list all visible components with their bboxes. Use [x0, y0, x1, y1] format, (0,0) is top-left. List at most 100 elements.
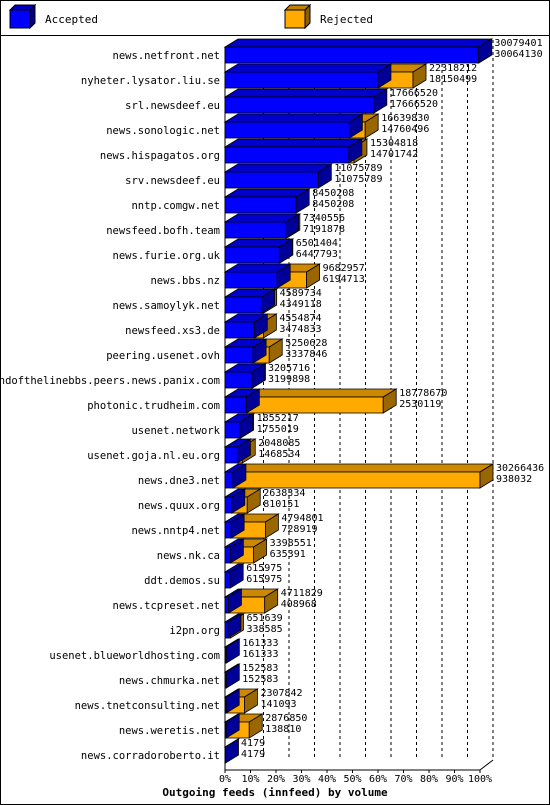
- row-label: news.netfront.net: [113, 50, 220, 62]
- bar-row: [223, 38, 494, 64]
- bar-row: [223, 113, 380, 139]
- bar-rejected: [231, 463, 495, 489]
- value-accepted: 14701742: [370, 149, 418, 160]
- bar-accepted: [223, 338, 268, 364]
- x-tick-label: 70%: [394, 774, 412, 785]
- row-label: peering.usenet.ovh: [106, 350, 220, 362]
- row-label: news.tcpreset.net: [113, 600, 220, 612]
- value-accepted: 17666520: [390, 99, 438, 110]
- value-total: 3398551: [270, 538, 312, 549]
- value-total: 2307842: [260, 688, 302, 699]
- bar-row: [223, 713, 264, 739]
- bar-accepted: [223, 388, 261, 414]
- legend-swatch: [9, 9, 31, 29]
- x-tick-label: 30%: [292, 774, 310, 785]
- value-total: 3205716: [268, 363, 310, 374]
- value-total: 6501404: [296, 238, 338, 249]
- value-total: 7340556: [303, 213, 345, 224]
- row-label: news.bbs.nz: [150, 275, 220, 287]
- row-label: news.corradoroberto.it: [81, 750, 220, 762]
- row-label: news.nk.ca: [157, 550, 220, 562]
- bar-accepted: [223, 313, 269, 339]
- row-label: news.weretis.net: [119, 725, 220, 737]
- x-ticks: 0% 10% 20% 30% 40% 50% 60% 70% 80% 90% 100%: [219, 770, 492, 785]
- bar-accepted: [223, 413, 255, 439]
- value-accepted: 141093: [260, 699, 296, 710]
- value-total: 8450208: [312, 188, 354, 199]
- value-accepted: 2530119: [399, 399, 441, 410]
- legend-item-rejected: Rejected: [283, 3, 373, 30]
- bar-row: [223, 513, 280, 539]
- bar-row: [223, 638, 241, 664]
- row-label: nntp.comgw.net: [131, 200, 220, 212]
- value-accepted: 635391: [270, 549, 306, 560]
- value-accepted: 6447793: [296, 249, 338, 260]
- bar-accepted: [223, 613, 243, 639]
- bar-row: [223, 463, 495, 489]
- x-tick-label: 40%: [318, 774, 336, 785]
- value-total: 651639: [246, 613, 282, 624]
- value-total: 2048085: [258, 438, 300, 449]
- value-accepted: 8450208: [312, 199, 354, 210]
- bar-accepted: [223, 438, 252, 464]
- bar-accepted: [223, 513, 246, 539]
- row-label: i2pn.org: [169, 625, 220, 637]
- value-total: 4711829: [281, 588, 323, 599]
- bar-row: [223, 688, 259, 714]
- row-label: news.dne3.net: [138, 475, 220, 487]
- legend-item-accepted: Accepted: [8, 3, 98, 30]
- row-labels: news.netfront.net nyheter.lysator.liu.se s…: [0, 50, 221, 762]
- chart-title: Outgoing feeds (innfeed) by volume: [162, 786, 388, 799]
- bar-accepted: [223, 638, 241, 664]
- value-accepted: 14760496: [381, 124, 429, 135]
- bar-row: [223, 413, 256, 439]
- value-total: 4589734: [280, 288, 322, 299]
- bar-row: [223, 563, 245, 589]
- row-label: news.chmurka.net: [119, 675, 220, 687]
- x-tick-label: 100%: [468, 774, 492, 785]
- value-total: 4179: [241, 738, 265, 749]
- row-label: endofthelinebbs.peers.news.panix.com: [0, 375, 220, 387]
- value-accepted: 1755019: [257, 424, 299, 435]
- x-tick-label: 0%: [219, 774, 231, 785]
- bar-accepted: [223, 713, 241, 739]
- value-total: 1855217: [257, 413, 299, 424]
- value-accepted: 11075789: [334, 174, 382, 185]
- bar-row: [223, 88, 389, 114]
- bar-row: [223, 138, 369, 164]
- value-accepted: 938032: [496, 474, 532, 485]
- value-accepted: 161333: [242, 649, 278, 660]
- value-accepted: 18150499: [429, 74, 477, 85]
- bar-row: [223, 738, 240, 764]
- bar-accepted: [223, 538, 245, 564]
- x-tick-label: 60%: [369, 774, 387, 785]
- row-label: news.hispagatos.org: [100, 150, 220, 162]
- value-total: 11075789: [334, 163, 382, 174]
- bar-accepted: [223, 488, 247, 514]
- bar-row: [223, 313, 278, 339]
- row-label: news.samoylyk.net: [113, 300, 220, 312]
- row-label: news.tnetconsulting.net: [75, 700, 220, 712]
- value-accepted: 4179: [241, 749, 265, 760]
- bar-row: [223, 613, 245, 639]
- legend-label: Rejected: [320, 13, 373, 26]
- value-total: 17666520: [390, 88, 438, 99]
- x-axis-depth: [479, 759, 494, 771]
- bar-accepted: [223, 113, 364, 139]
- bar-accepted: [223, 138, 364, 164]
- bar-accepted: [223, 463, 248, 489]
- bar-row: [223, 338, 284, 364]
- bar-accepted: [223, 263, 292, 289]
- value-total: 16639830: [381, 113, 429, 124]
- value-accepted: 3199898: [268, 374, 310, 385]
- bar-row: [223, 663, 241, 689]
- value-accepted: 30064130: [494, 49, 542, 60]
- row-label: newsfeed.bofh.team: [106, 225, 220, 237]
- row-label: srl.newsdeef.eu: [125, 100, 220, 112]
- row-label: usenet.blueworldhosting.com: [49, 650, 220, 662]
- bar-row: [223, 263, 321, 289]
- bar-accepted: [223, 563, 245, 589]
- bar-row: [223, 188, 311, 214]
- value-accepted: 1468534: [258, 449, 300, 460]
- bar-accepted: [223, 163, 333, 189]
